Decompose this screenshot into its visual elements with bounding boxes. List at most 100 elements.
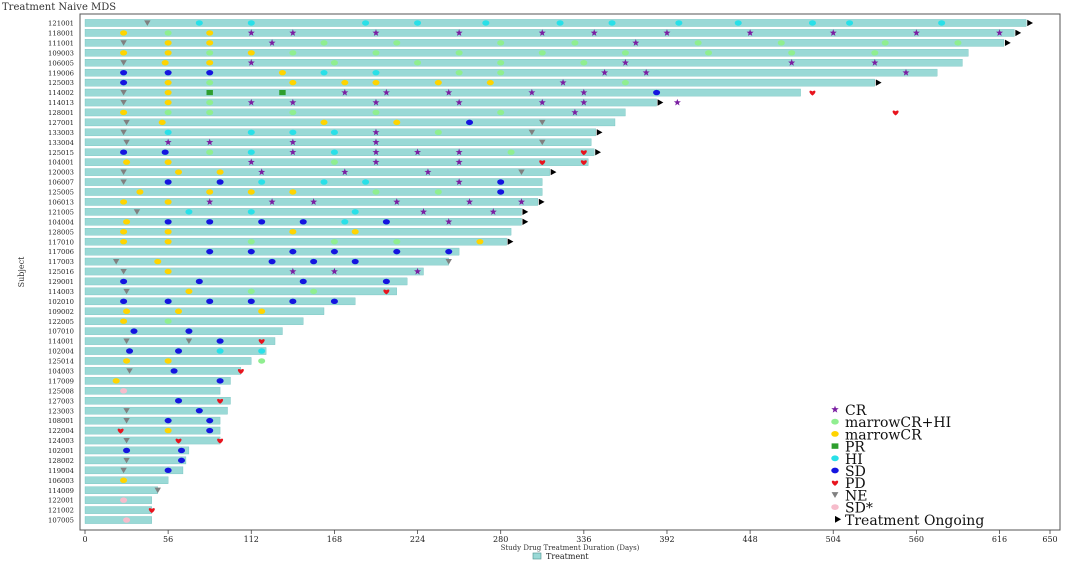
marrowcr-hi-marker (580, 60, 588, 66)
marrowcr-hi-marker (206, 79, 214, 86)
hi-marker (289, 129, 297, 136)
sd-marker (177, 447, 186, 454)
treatment-bar (84, 506, 152, 514)
cr-marker (517, 198, 525, 205)
marrowcr-hi-marker (247, 288, 255, 295)
hi-marker (258, 348, 266, 354)
cr-marker (206, 198, 214, 205)
hi-marker (247, 129, 255, 136)
cr-marker (310, 198, 318, 205)
treatment-bar (84, 49, 969, 57)
ne-marker (539, 139, 546, 146)
sd-marker (164, 179, 172, 185)
subject-tick-label: 125014 (48, 358, 74, 366)
subject-tick-label: 114002 (48, 89, 74, 97)
sd-marker (206, 219, 214, 225)
marrowcr-marker (120, 229, 128, 235)
treatment-bar (84, 68, 938, 77)
sd-marker (268, 258, 276, 265)
cr-marker (289, 98, 297, 106)
subject-tick-label: 121005 (48, 208, 74, 216)
subject-tick-label: 114001 (48, 338, 74, 346)
marrowcr-hi-marker (705, 50, 713, 56)
cr-marker (330, 267, 338, 275)
subject-tick-label: 114013 (48, 99, 74, 107)
legend-hi-marker (831, 455, 839, 462)
legend-sd-marker (831, 504, 839, 510)
marrowcr-marker (164, 99, 172, 106)
marrowcr-hi-marker (497, 69, 505, 76)
cr-marker (580, 98, 588, 106)
sd-marker (130, 328, 138, 334)
pd-marker (809, 90, 816, 96)
marrowcr-hi-marker (571, 40, 579, 46)
subject-tick-label: 111001 (48, 39, 74, 47)
cr-marker (580, 88, 588, 96)
subject-tick-label: 124003 (48, 437, 74, 445)
legend-entry-label: SD* (845, 501, 873, 517)
marrowcr-hi-marker (954, 40, 962, 46)
treatment-bar (84, 168, 550, 176)
subject-tick-label: 117006 (48, 248, 74, 256)
treatment-ongoing-marker (538, 198, 545, 206)
hi-marker (247, 209, 255, 215)
pd-marker (237, 368, 244, 374)
ne-marker (518, 169, 525, 175)
treatment-ongoing-marker (595, 149, 601, 156)
sd-marker (206, 417, 214, 424)
pd-marker (258, 339, 265, 345)
subject-tick-label: 118001 (48, 30, 74, 38)
treatment-bar (84, 39, 1005, 47)
subject-tick-label: 125016 (48, 268, 74, 276)
marrowcr-marker (120, 30, 128, 36)
marrowcr-hi-marker (507, 149, 515, 155)
subject-tick-label: 122001 (48, 497, 74, 505)
cr-marker (663, 29, 671, 36)
cr-marker (455, 148, 463, 156)
marrowcr-marker (206, 40, 214, 46)
marrowcr-hi-marker (206, 109, 214, 116)
cr-marker (528, 88, 536, 96)
legend-entry-label: NE (845, 488, 867, 504)
sd-marker (206, 427, 214, 434)
legend-sd-marker (831, 467, 839, 474)
x-tick-label: 336 (576, 535, 591, 544)
marrowcr-hi-marker (777, 40, 785, 46)
marrowcr-marker (289, 79, 297, 86)
sd-marker (206, 248, 214, 255)
sd-marker (206, 298, 214, 305)
pd-marker (148, 508, 155, 514)
legend-entry-label: marrowCR+HI (845, 415, 951, 431)
legend-entry-label: Treatment Ongoing (845, 513, 984, 529)
subject-tick-label: 119006 (48, 69, 74, 77)
marrowcr-marker (112, 378, 120, 384)
subject-tick-label: 102010 (48, 298, 74, 306)
sd-marker (164, 219, 172, 225)
hi-marker (414, 20, 422, 26)
subject-tick-label: 122005 (48, 318, 74, 326)
subject-tick-label: 102004 (48, 348, 74, 356)
treatment-bar (84, 297, 356, 306)
ne-marker (120, 89, 127, 96)
sd-marker (120, 69, 128, 76)
sd-marker (299, 278, 307, 285)
treatment-ongoing-marker (657, 99, 664, 106)
x-tick-label: 112 (244, 535, 259, 544)
cr-marker (268, 198, 276, 205)
marrowcr-hi-marker (164, 318, 172, 324)
marrowcr-hi-marker (206, 99, 214, 106)
marrowcr-marker (351, 229, 359, 235)
subject-tick-label: 125005 (48, 189, 74, 197)
legend-pr-marker (831, 443, 839, 449)
cr-marker (642, 69, 650, 76)
pd-marker (175, 438, 182, 444)
marrowcr-marker (258, 308, 266, 314)
marrowcr-hi-marker (434, 129, 442, 136)
ne-marker (126, 368, 133, 374)
ne-marker (123, 408, 130, 414)
cr-marker (247, 158, 255, 166)
marrowcr-marker (123, 358, 131, 364)
sd-marker (247, 298, 255, 305)
treatment-bar (84, 78, 875, 87)
treatment-bar (84, 188, 543, 196)
